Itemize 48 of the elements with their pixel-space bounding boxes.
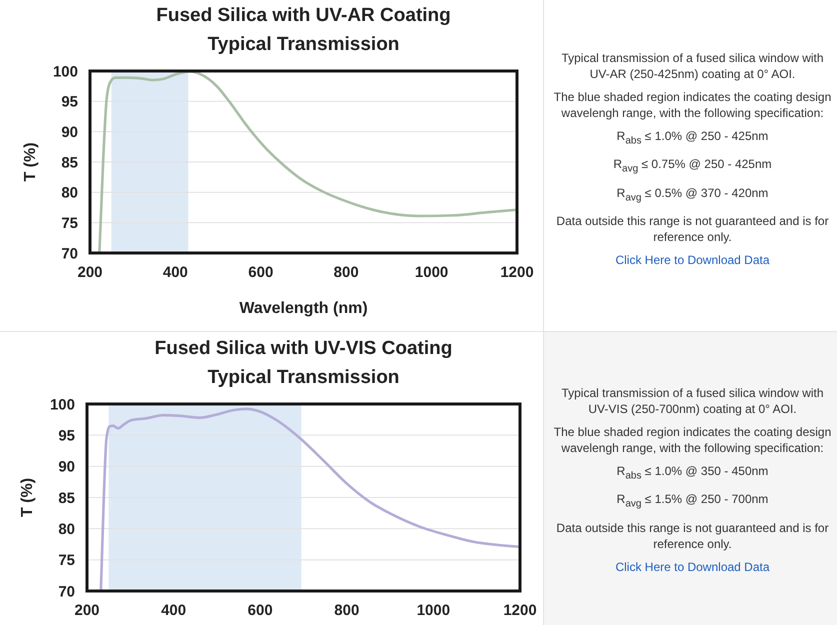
x-tick-label: 200: [77, 264, 103, 281]
y-tick-label: 100: [50, 396, 75, 414]
y-tick-label: 75: [61, 214, 78, 232]
y-tick-label: 90: [58, 458, 75, 476]
y-tick-label: 95: [58, 427, 75, 444]
y-tick-label: 80: [58, 520, 75, 538]
x-tick-label: 600: [248, 602, 273, 619]
chart-subtitle: Typical Transmission: [208, 34, 400, 55]
y-axis-title: T (%): [19, 478, 36, 518]
text: R$_{abs}$ ≤ 1.0% @ 250 - 425nm: [616, 128, 770, 148]
y-tick-label: 80: [61, 184, 78, 202]
text: R$_{abs}$ ≤ 1.0% @ 350 - 450nm: [616, 463, 770, 484]
text: R$_{avg}$ ≤ 0.5% @ 370 - 420nm: [616, 184, 770, 206]
y-tick-label: 75: [58, 552, 75, 570]
chart-title: Fused Silica with UV-AR Coating: [156, 5, 451, 26]
x-tick-label: 1200: [500, 264, 534, 281]
x-tick-label: 400: [161, 602, 186, 619]
text: R$_{avg}$ ≤ 1.5% @ 250 - 700nm: [616, 491, 770, 512]
x-axis-title: Wavelength (nm): [239, 300, 368, 317]
y-tick-label: 85: [58, 490, 75, 507]
x-tick-label: 1000: [414, 264, 448, 281]
chart-title: Fused Silica with UV-VIS Coating: [154, 338, 452, 359]
y-tick-label: 85: [61, 154, 78, 172]
x-tick-label: 800: [334, 264, 359, 281]
x-tick-label: 400: [162, 264, 188, 281]
x-tick-label: 800: [334, 602, 360, 619]
line-series: [98, 70, 516, 253]
line-series: [100, 408, 520, 591]
text: Data outside this range is not guaranteed and is for reference only.: [555, 213, 830, 246]
y-tick-label: 90: [61, 124, 78, 141]
text: Click Here to Download Data: [614, 558, 771, 575]
y-tick-label: 70: [58, 583, 75, 600]
y-tick-label: 95: [61, 94, 78, 111]
y-tick-label: 100: [52, 63, 78, 80]
text: R$_{avg}$ ≤ 0.75% @ 250 - 425nm: [612, 156, 773, 177]
chart-subtitle: Typical Transmission: [208, 367, 400, 388]
text: Typical transmission of a fused silica window with UV-VIS (250-700nm) coating at 0° AOI.: [560, 385, 825, 417]
y-axis-title: T (%): [22, 142, 39, 182]
x-tick-label: 1200: [503, 602, 537, 619]
y-tick-label: 70: [61, 245, 78, 262]
x-tick-label: 600: [248, 264, 274, 281]
x-tick-label: 1000: [416, 602, 450, 619]
text: The blue shaded region indicates the coating design wavelengh range, with the following specification:: [552, 89, 832, 121]
text: Data outside this range is not guaranteed and is for reference only.: [555, 520, 830, 552]
x-tick-label: 200: [74, 602, 100, 619]
text: The blue shaded region indicates the coating design wavelengh range, with the following specification:: [552, 424, 832, 456]
text: Typical transmission of a fused silica window with UV-AR (250-425nm) coating at 0° AOI.: [560, 50, 825, 82]
text: Click Here to Download Data: [614, 252, 771, 268]
